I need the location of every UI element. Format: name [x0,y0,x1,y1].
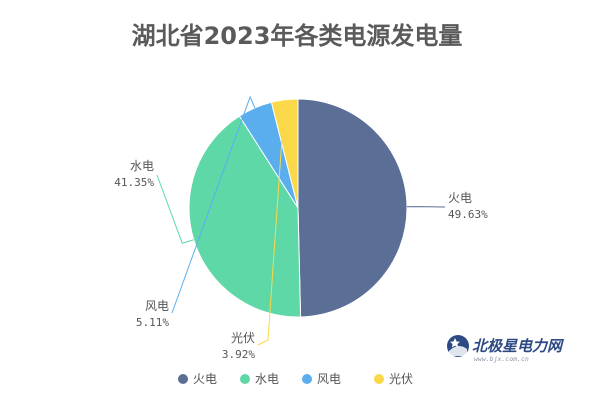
legend-item-0[interactable]: 火电 [178,372,217,386]
legend-label-1: 水电 [255,372,279,386]
slice-label-value-1: 41.35% [114,176,154,189]
legend-swatch-1 [240,374,250,384]
leader-line-3 [257,99,286,346]
pie-labels: 火电 49.63% 水电 41.35% 风电 5.11% 光伏 3.92% [114,95,488,361]
slice-label-name-1: 水电 [130,159,154,173]
slice-label-name-2: 风电 [145,299,169,313]
star-globe-icon [447,335,469,357]
watermark-logo: 北极星电力网 www.bjx.com.cn [447,335,565,363]
legend: 火电 水电 风电 光伏 [178,372,413,386]
slice-label-name-0: 火电 [448,191,472,205]
pie [188,98,408,318]
slice-label-value-2: 5.11% [136,316,169,329]
leader-line-1 [156,174,194,244]
legend-item-3[interactable]: 光伏 [374,372,413,386]
legend-swatch-3 [374,374,384,384]
legend-item-1[interactable]: 水电 [240,372,279,386]
pie-slice-0 [297,98,408,318]
slice-label-name-3: 光伏 [231,331,255,345]
leader-line-2 [171,95,256,314]
slice-label-value-0: 49.63% [448,208,488,221]
legend-item-2[interactable]: 风电 [302,372,341,386]
watermark-name: 北极星电力网 [472,337,565,355]
legend-label-0: 火电 [193,372,217,386]
slice-label-value-3: 3.92% [222,348,255,361]
legend-label-2: 风电 [317,372,341,386]
watermark-url: www.bjx.com.cn [474,355,529,363]
legend-swatch-0 [178,374,188,384]
legend-swatch-2 [302,374,312,384]
chart-title: 湖北省2023年各类电源发电量 [132,22,463,50]
legend-label-3: 光伏 [389,372,413,386]
